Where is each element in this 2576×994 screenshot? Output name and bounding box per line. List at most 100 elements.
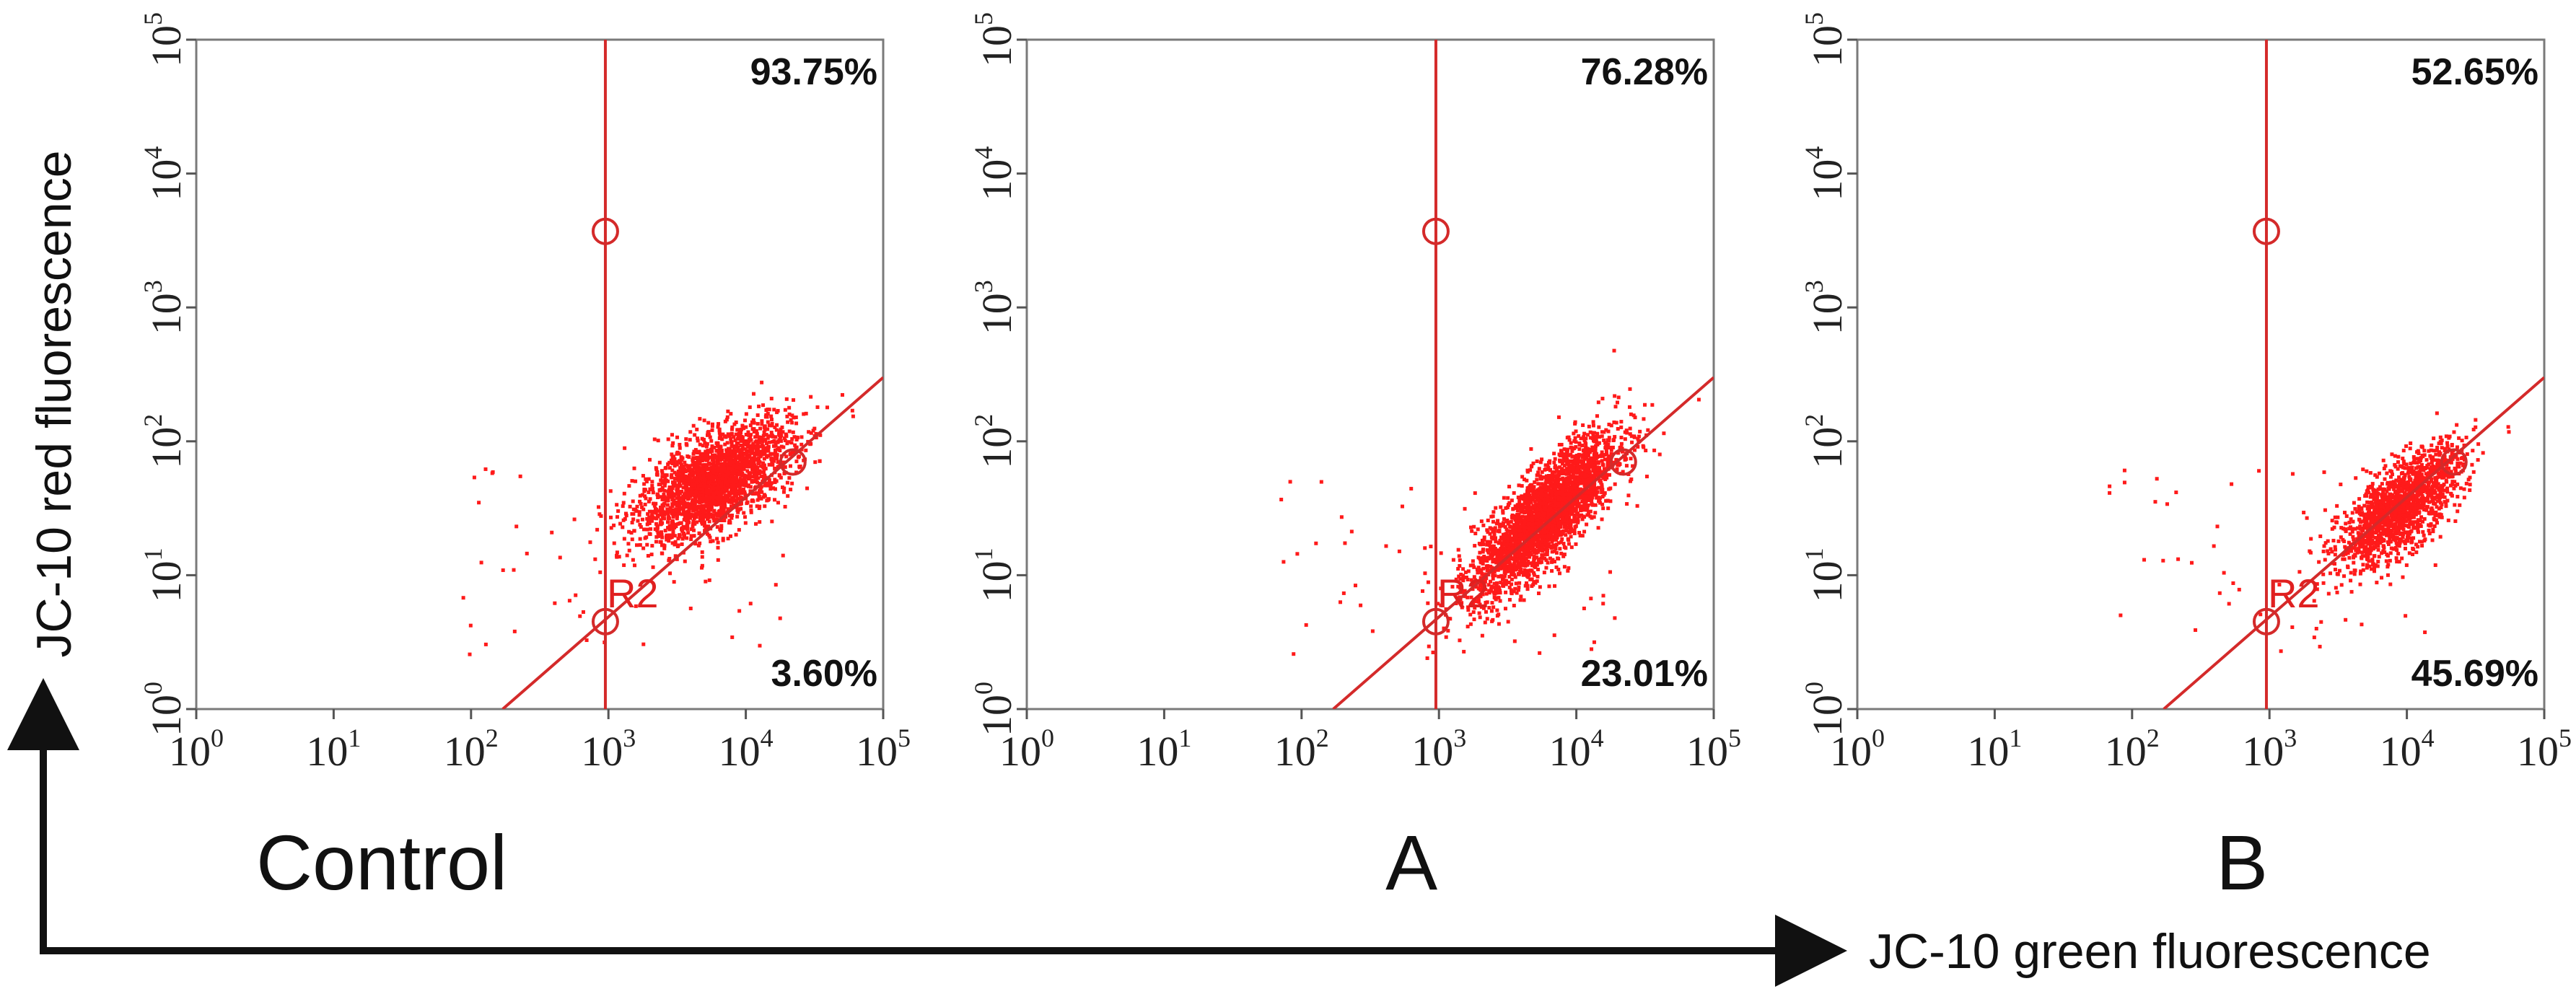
- scatter-point: [703, 529, 707, 533]
- scatter-point: [1559, 449, 1563, 453]
- scatter-point: [704, 464, 709, 468]
- scatter-point: [468, 652, 472, 656]
- scatter-point: [1484, 576, 1489, 581]
- scatter-point: [721, 432, 725, 436]
- scatter-point: [1603, 491, 1607, 495]
- scatter-point: [1563, 522, 1567, 526]
- scatter-point: [694, 508, 698, 512]
- scatter-point: [1545, 467, 1549, 471]
- scatter-point: [1536, 591, 1541, 596]
- scatter-point: [708, 480, 712, 485]
- scatter-point: [723, 505, 727, 509]
- scatter-point: [1605, 452, 1609, 457]
- scatter-point: [1652, 448, 1657, 452]
- scatter-point: [1518, 517, 1523, 522]
- scatter-point: [1548, 484, 1553, 488]
- scatter-point: [1514, 545, 1518, 549]
- scatter-point: [697, 474, 701, 478]
- scatter-point: [1593, 493, 1598, 497]
- scatter-point: [1535, 555, 1539, 560]
- scatter-point: [647, 457, 652, 462]
- diagonal-gate-line[interactable]: [501, 376, 883, 709]
- scatter-point: [676, 469, 680, 473]
- scatter-point: [1507, 580, 1511, 584]
- scatter-point: [717, 449, 722, 454]
- scatter-point: [1549, 511, 1554, 516]
- scatter-point: [794, 445, 798, 449]
- scatter-point: [727, 472, 731, 476]
- scatter-point: [1530, 548, 1535, 553]
- scatter-point: [638, 522, 642, 527]
- scatter-point: [1567, 435, 1571, 439]
- scatter-point: [1620, 447, 1624, 451]
- scatter-point: [1628, 432, 1632, 436]
- scatter-point: [1516, 563, 1520, 567]
- scatter-point: [688, 483, 693, 487]
- scatter-point: [809, 431, 813, 435]
- scatter-point: [696, 463, 700, 467]
- scatter-point: [675, 514, 679, 518]
- scatter-point: [578, 614, 582, 618]
- scatter-point: [768, 487, 773, 491]
- scatter-point: [675, 501, 679, 506]
- scatter-point: [1567, 538, 1571, 542]
- scatter-point: [735, 436, 740, 441]
- scatter-point: [737, 490, 742, 494]
- scatter-point: [799, 435, 804, 439]
- scatter-point: [1556, 415, 1561, 419]
- scatter-point: [691, 474, 695, 478]
- scatter-point: [652, 516, 656, 520]
- scatter-point: [1593, 476, 1597, 480]
- scatter-point: [1515, 559, 1520, 563]
- scatter-point: [693, 448, 698, 452]
- scatter-point: [658, 540, 662, 544]
- plot-frame: [1025, 38, 1715, 711]
- scatter-point: [1596, 471, 1600, 475]
- scatter-point: [1619, 441, 1624, 446]
- scatter-point: [689, 534, 693, 538]
- scatter-point: [1582, 431, 1587, 436]
- scatter-point: [1620, 449, 1624, 454]
- scatter-point: [793, 443, 797, 447]
- scatter-point: [701, 456, 706, 460]
- scatter-point: [1556, 503, 1561, 508]
- scatter-point: [720, 465, 724, 470]
- gate-handle[interactable]: [591, 607, 619, 635]
- scatter-point: [748, 602, 753, 606]
- scatter-point: [1619, 420, 1624, 424]
- scatter-point: [659, 495, 663, 499]
- scatter-point: [773, 425, 777, 429]
- scatter-point: [1532, 557, 1536, 561]
- scatter-point: [700, 566, 704, 570]
- scatter-point: [1603, 477, 1608, 481]
- scatter-point: [696, 487, 700, 491]
- scatter-point: [666, 492, 670, 496]
- scatter-point: [792, 435, 797, 439]
- scatter-point: [695, 455, 699, 459]
- scatter-point: [681, 465, 685, 469]
- gate-handle[interactable]: [591, 217, 619, 245]
- scatter-point: [771, 444, 776, 448]
- scatter-point: [1509, 588, 1513, 592]
- scatter-point: [727, 514, 732, 518]
- scatter-point: [698, 417, 702, 421]
- scatter-point: [1566, 447, 1570, 452]
- scatter-point: [765, 455, 769, 459]
- scatter-point: [1559, 530, 1564, 535]
- scatter-point: [1497, 596, 1501, 600]
- scatter-point: [698, 456, 702, 460]
- scatter-point: [678, 484, 683, 488]
- scatter-point: [1561, 488, 1566, 493]
- scatter-point: [700, 436, 704, 441]
- scatter-point: [704, 500, 709, 504]
- scatter-point: [1528, 552, 1532, 556]
- scatter-point: [1602, 430, 1606, 434]
- scatter-point: [638, 543, 642, 547]
- scatter-point: [688, 478, 693, 483]
- scatter-point: [1595, 414, 1599, 418]
- scatter-point: [1520, 529, 1524, 534]
- scatter-point: [676, 537, 680, 541]
- scatter-point: [691, 514, 696, 518]
- scatter-point: [749, 462, 753, 467]
- gate-handle[interactable]: [779, 448, 807, 476]
